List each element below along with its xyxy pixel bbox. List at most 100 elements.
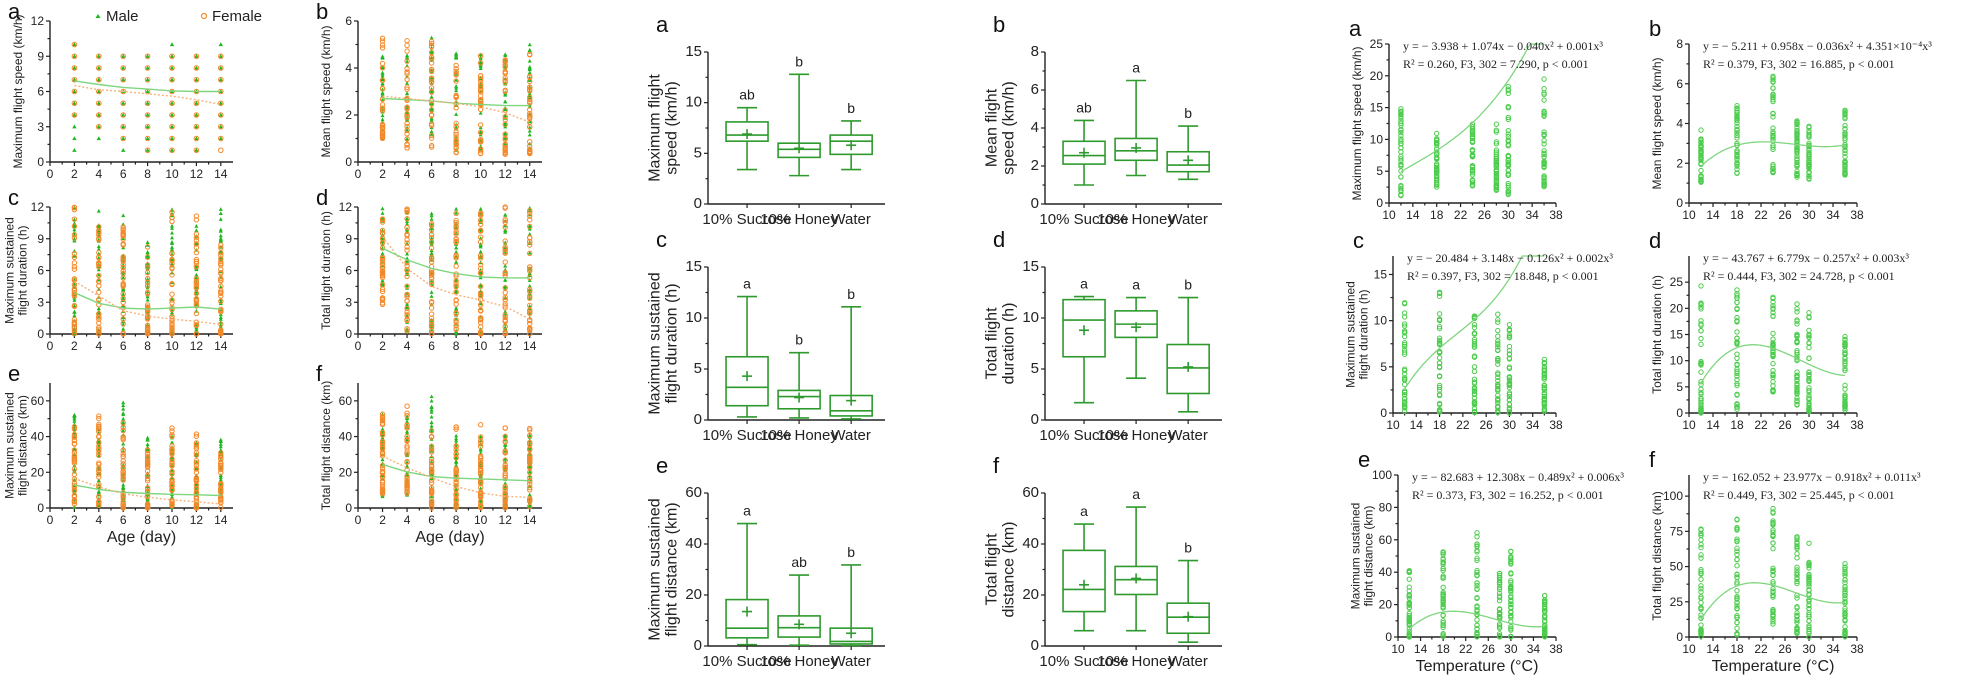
female-point xyxy=(218,463,224,469)
data-point xyxy=(1734,612,1740,619)
data-point xyxy=(1496,572,1503,579)
data-point xyxy=(1770,360,1776,367)
y-axis-label: Maximum sustained xyxy=(647,272,664,414)
female-point xyxy=(144,262,151,268)
female-point xyxy=(96,255,102,261)
female-point xyxy=(453,139,459,145)
x-tick-label: 10 xyxy=(1391,642,1405,656)
male-point xyxy=(145,435,150,440)
y-tick-label: 9 xyxy=(345,232,352,246)
data-point xyxy=(1698,391,1704,397)
male-point xyxy=(380,427,385,431)
male-point xyxy=(96,478,101,482)
data-point xyxy=(1436,293,1443,299)
panel-label: c xyxy=(1353,228,1364,253)
data-point xyxy=(1794,545,1800,552)
data-point xyxy=(1495,384,1501,390)
male-point xyxy=(121,428,126,433)
data-point xyxy=(1698,552,1704,558)
female-point xyxy=(477,440,484,446)
female-point xyxy=(477,434,484,440)
male-point xyxy=(170,235,174,240)
male-point xyxy=(503,230,508,234)
data-point xyxy=(1506,347,1513,354)
data-point xyxy=(1698,397,1704,403)
female-point xyxy=(527,52,533,58)
data-point xyxy=(1806,385,1812,391)
y-tick-label: 15 xyxy=(1022,258,1039,275)
data-point xyxy=(1842,608,1848,614)
female-point xyxy=(96,446,102,453)
female-point xyxy=(96,499,102,506)
y-axis-label: Maximum flight speed (km/h) xyxy=(11,14,25,168)
female-point xyxy=(379,106,386,112)
female-point xyxy=(144,244,151,250)
x-tick-label: 30 xyxy=(1503,418,1517,432)
female-point xyxy=(379,488,386,494)
male-point xyxy=(96,124,101,129)
data-point xyxy=(1698,318,1704,324)
male-point xyxy=(380,81,385,85)
female-point xyxy=(477,307,484,313)
data-point xyxy=(1842,629,1848,636)
data-point xyxy=(1698,615,1704,622)
data-point xyxy=(1406,599,1412,606)
data-point xyxy=(1794,321,1800,327)
female-point xyxy=(144,486,151,492)
male-point xyxy=(527,304,532,308)
data-point xyxy=(1770,313,1776,319)
y-tick-label: 4 xyxy=(1031,119,1039,136)
male-point xyxy=(527,232,532,236)
female-point xyxy=(502,79,508,85)
male-point xyxy=(454,52,459,57)
female-point xyxy=(96,112,102,118)
data-point xyxy=(1734,329,1740,335)
data-point xyxy=(1698,306,1704,312)
data-point xyxy=(1493,161,1500,167)
x-tick-label: 26 xyxy=(1479,418,1493,432)
x-tick-label: 34 xyxy=(1527,642,1541,656)
female-point xyxy=(404,445,410,451)
data-point xyxy=(1794,168,1800,175)
box-2: b xyxy=(829,286,873,420)
female-point xyxy=(502,205,508,211)
female-point xyxy=(144,112,151,118)
data-point xyxy=(1496,624,1503,631)
x-tick-label: 0 xyxy=(355,339,362,353)
data-point xyxy=(1471,353,1478,359)
y-axis-label: flight duration (h) xyxy=(16,225,30,315)
female-point xyxy=(379,108,386,114)
female-point xyxy=(71,41,78,48)
panel-label: e xyxy=(656,453,668,478)
data-point xyxy=(1698,300,1704,306)
data-point xyxy=(1698,532,1704,538)
female-point xyxy=(527,286,533,293)
x-tick-label: 12 xyxy=(499,513,513,527)
data-point xyxy=(1806,373,1812,379)
data-point xyxy=(1541,175,1547,182)
data-point xyxy=(1436,349,1443,356)
data-point xyxy=(1401,341,1408,348)
female-point xyxy=(120,268,126,274)
data-point xyxy=(1401,367,1408,374)
male-point xyxy=(218,315,223,319)
female-point xyxy=(169,297,175,303)
female-point xyxy=(120,492,126,499)
x-tick-label: 4 xyxy=(404,513,411,527)
female-point xyxy=(428,132,435,139)
data-point xyxy=(1734,341,1740,347)
male-point xyxy=(380,117,385,122)
male-point xyxy=(429,423,434,428)
x-tick-label: Water xyxy=(831,427,870,444)
female-point xyxy=(120,436,126,443)
significance-letter: b xyxy=(1184,277,1192,293)
male-point xyxy=(503,312,508,316)
female-point xyxy=(502,244,508,250)
legend-female-label: Female xyxy=(212,8,262,25)
data-point xyxy=(1508,579,1514,586)
male-point xyxy=(72,217,77,222)
data-point xyxy=(1770,91,1776,97)
data-point xyxy=(1794,306,1800,312)
